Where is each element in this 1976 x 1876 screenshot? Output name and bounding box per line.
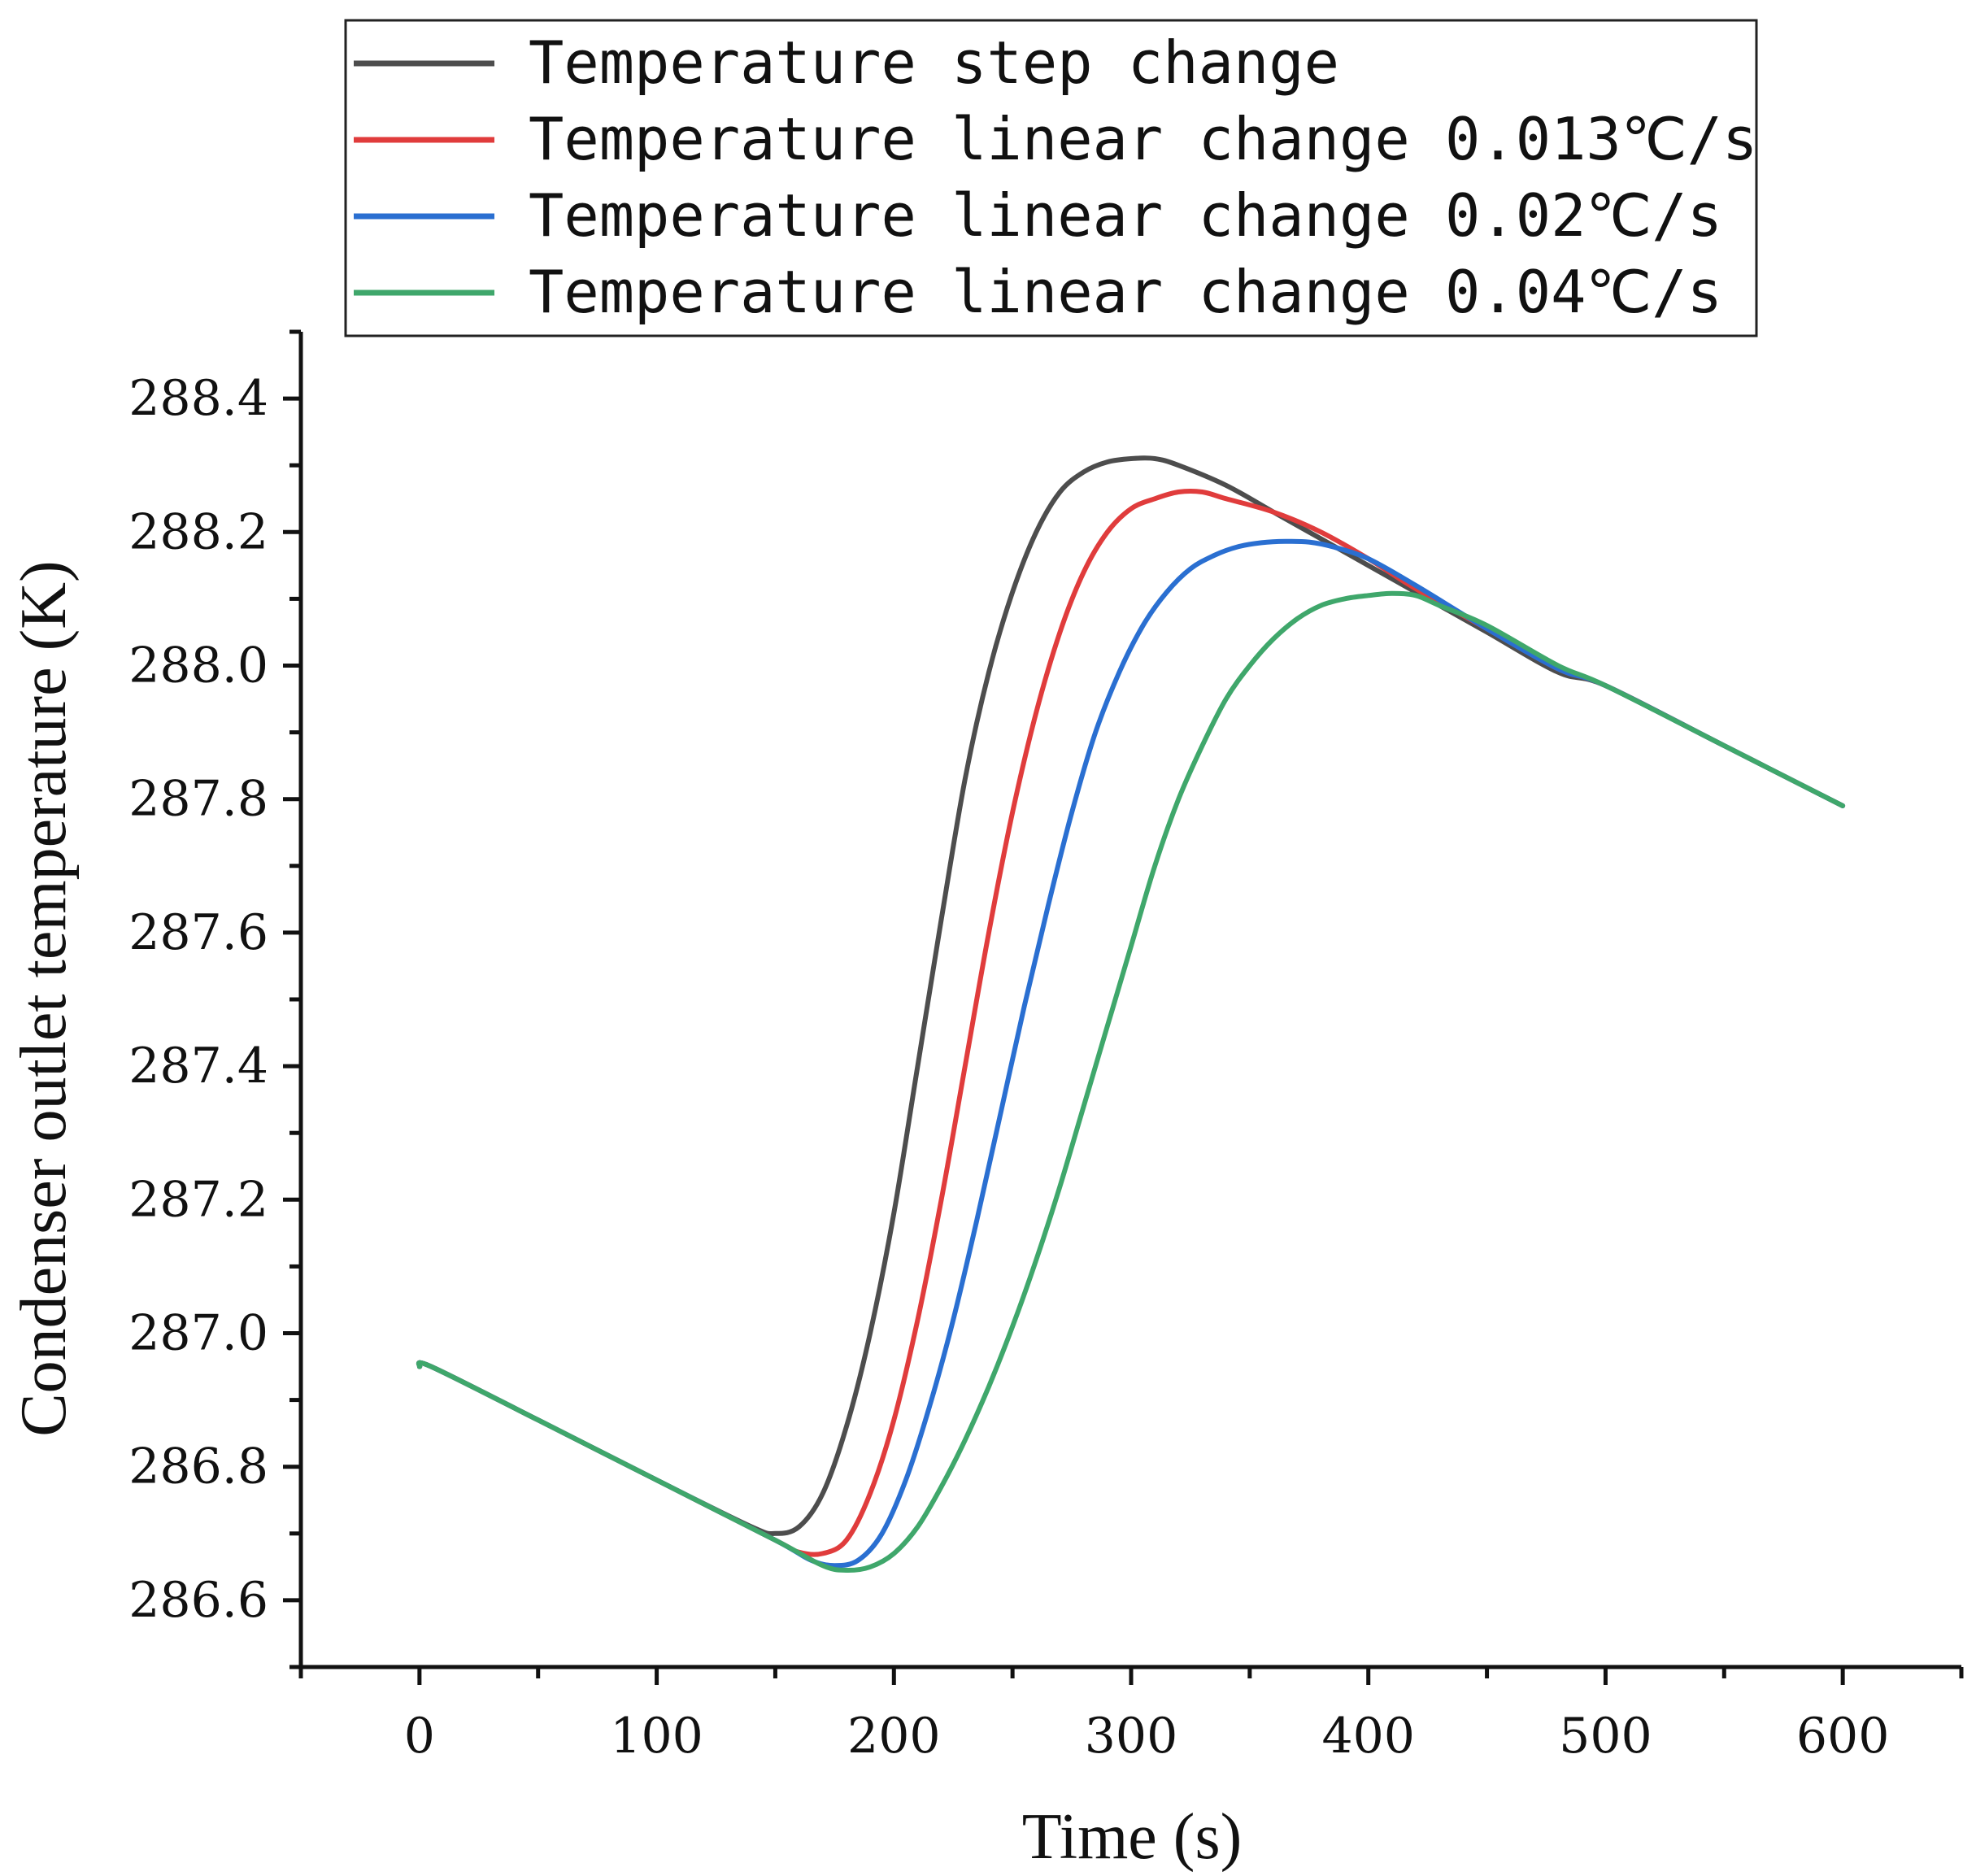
y-tick-label: 286.8: [128, 1439, 268, 1495]
legend-label-1: Temperature step change: [529, 28, 1339, 97]
legend: Temperature step change Temperature linea…: [344, 19, 1758, 337]
legend-box: [344, 19, 1758, 337]
x-tick-label: 500: [1559, 1708, 1652, 1765]
y-tick-label: 287.2: [128, 1171, 268, 1228]
y-tick-label: 286.6: [128, 1572, 268, 1629]
y-axis-title: Condenser outlet temperature (K): [8, 560, 80, 1436]
x-axis-title: Time (s): [1022, 1801, 1242, 1873]
y-tick-label: 287.6: [128, 904, 268, 961]
legend-label-2: Temperature linear change 0.013℃/s: [529, 105, 1757, 173]
y-tick-label: 288.0: [128, 638, 268, 694]
y-tick-label: 287.0: [128, 1305, 268, 1362]
y-tick-label: 288.2: [128, 503, 268, 560]
x-tick-label: 0: [404, 1708, 435, 1765]
plot-area: [416, 455, 1846, 1573]
x-tick-label: 400: [1321, 1708, 1415, 1765]
y-tick-label: 287.8: [128, 771, 268, 828]
x-tick-label: 200: [847, 1708, 941, 1765]
x-tick-label: 100: [610, 1708, 703, 1765]
y-tick-label: 287.4: [128, 1038, 268, 1095]
y-tick-label: 288.4: [128, 370, 268, 427]
series-line-4: [416, 590, 1846, 1573]
series-line-1: [416, 455, 1846, 1537]
axes: [298, 332, 1961, 1669]
x-ticks: 0 100 200 300 400 500 600: [298, 1667, 1964, 1765]
legend-items: Temperature step change Temperature linea…: [354, 28, 1757, 326]
legend-label-3: Temperature linear change 0.02℃/s: [529, 181, 1722, 250]
x-tick-label: 600: [1796, 1708, 1890, 1765]
legend-label-4: Temperature linear change 0.04℃/s: [529, 258, 1722, 326]
y-ticks: 286.6 286.8 287.0 287.2 287.4 287.6 287.8 288.0…: [128, 329, 301, 1669]
x-tick-label: 300: [1085, 1708, 1178, 1765]
